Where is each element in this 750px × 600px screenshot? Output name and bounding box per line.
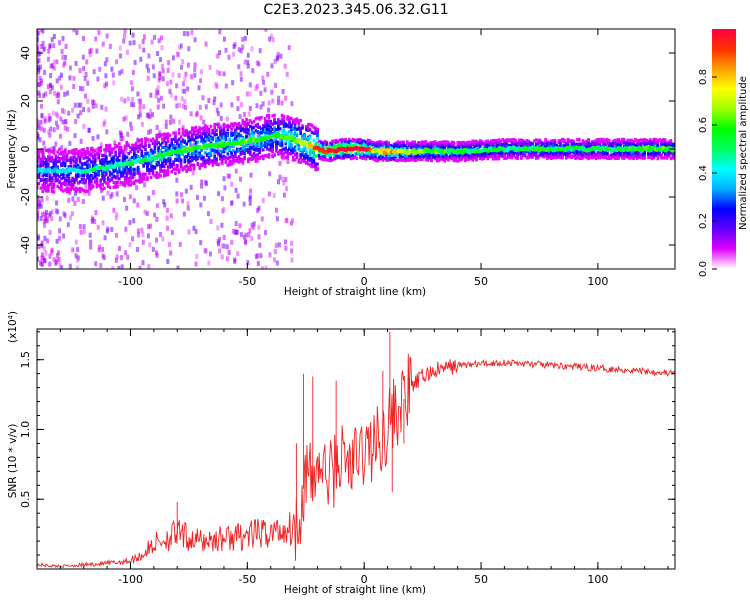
x-tick-label: 0 <box>361 573 368 586</box>
colorbar-tick-label: 0.0 <box>698 261 709 277</box>
x-axis-label: Height of straight line (km) <box>284 584 426 596</box>
x-tick-label: -50 <box>238 573 256 586</box>
y-tick-label: 0 <box>19 146 32 153</box>
y-tick-label: -40 <box>19 236 32 254</box>
x-tick-label: 100 <box>587 573 608 586</box>
y-axis-label: SNR (10 * v/v) <box>7 424 19 499</box>
colorbar-tick-label: 0.2 <box>698 213 709 229</box>
x-tick-label: -100 <box>118 275 143 288</box>
y-multiplier-label: (x10⁴) <box>7 311 19 343</box>
y-tick-label: 20 <box>19 94 32 108</box>
x-tick-label: 50 <box>474 573 488 586</box>
x-tick-label: 50 <box>474 275 488 288</box>
x-tick-label: 100 <box>587 275 608 288</box>
snr-series-line <box>37 353 675 569</box>
y-tick-label: 0.5 <box>19 490 32 508</box>
colorbar-label: Normalized spectral amplitude <box>738 76 749 230</box>
page-title: C2E3.2023.345.06.32.G11 <box>263 2 449 18</box>
colorbar-gradient <box>712 29 736 269</box>
y-tick-label: 1.0 <box>19 421 32 439</box>
x-axis-label: Height of straight line (km) <box>284 286 426 298</box>
x-tick-label: -50 <box>238 275 256 288</box>
plot-frame <box>36 328 676 570</box>
colorbar: 0.0 0.2 0.4 0.6 0.8 Normalized spectral ampli… <box>698 29 749 277</box>
snr-panel: -100 -50 0 50 100 0.5 1.0 1.5 Height of straight… <box>7 311 676 596</box>
y-tick-label: 1.5 <box>19 351 32 369</box>
colorbar-tick-label: 0.6 <box>698 117 709 133</box>
spectrogram-cells <box>37 29 675 269</box>
x-tick-label: 0 <box>361 275 368 288</box>
y-axis-label: Frequency (Hz) <box>6 109 18 188</box>
colorbar-tick-label: 0.4 <box>698 165 709 181</box>
x-tick-label: -100 <box>118 573 143 586</box>
spectrogram-panel: -100 -50 0 50 100 -40 -20 0 20 40 Height of straig… <box>6 28 676 298</box>
y-tick-label: 40 <box>19 46 32 60</box>
y-tick-label: -20 <box>19 188 32 206</box>
colorbar-tick-label: 0.8 <box>698 69 709 85</box>
